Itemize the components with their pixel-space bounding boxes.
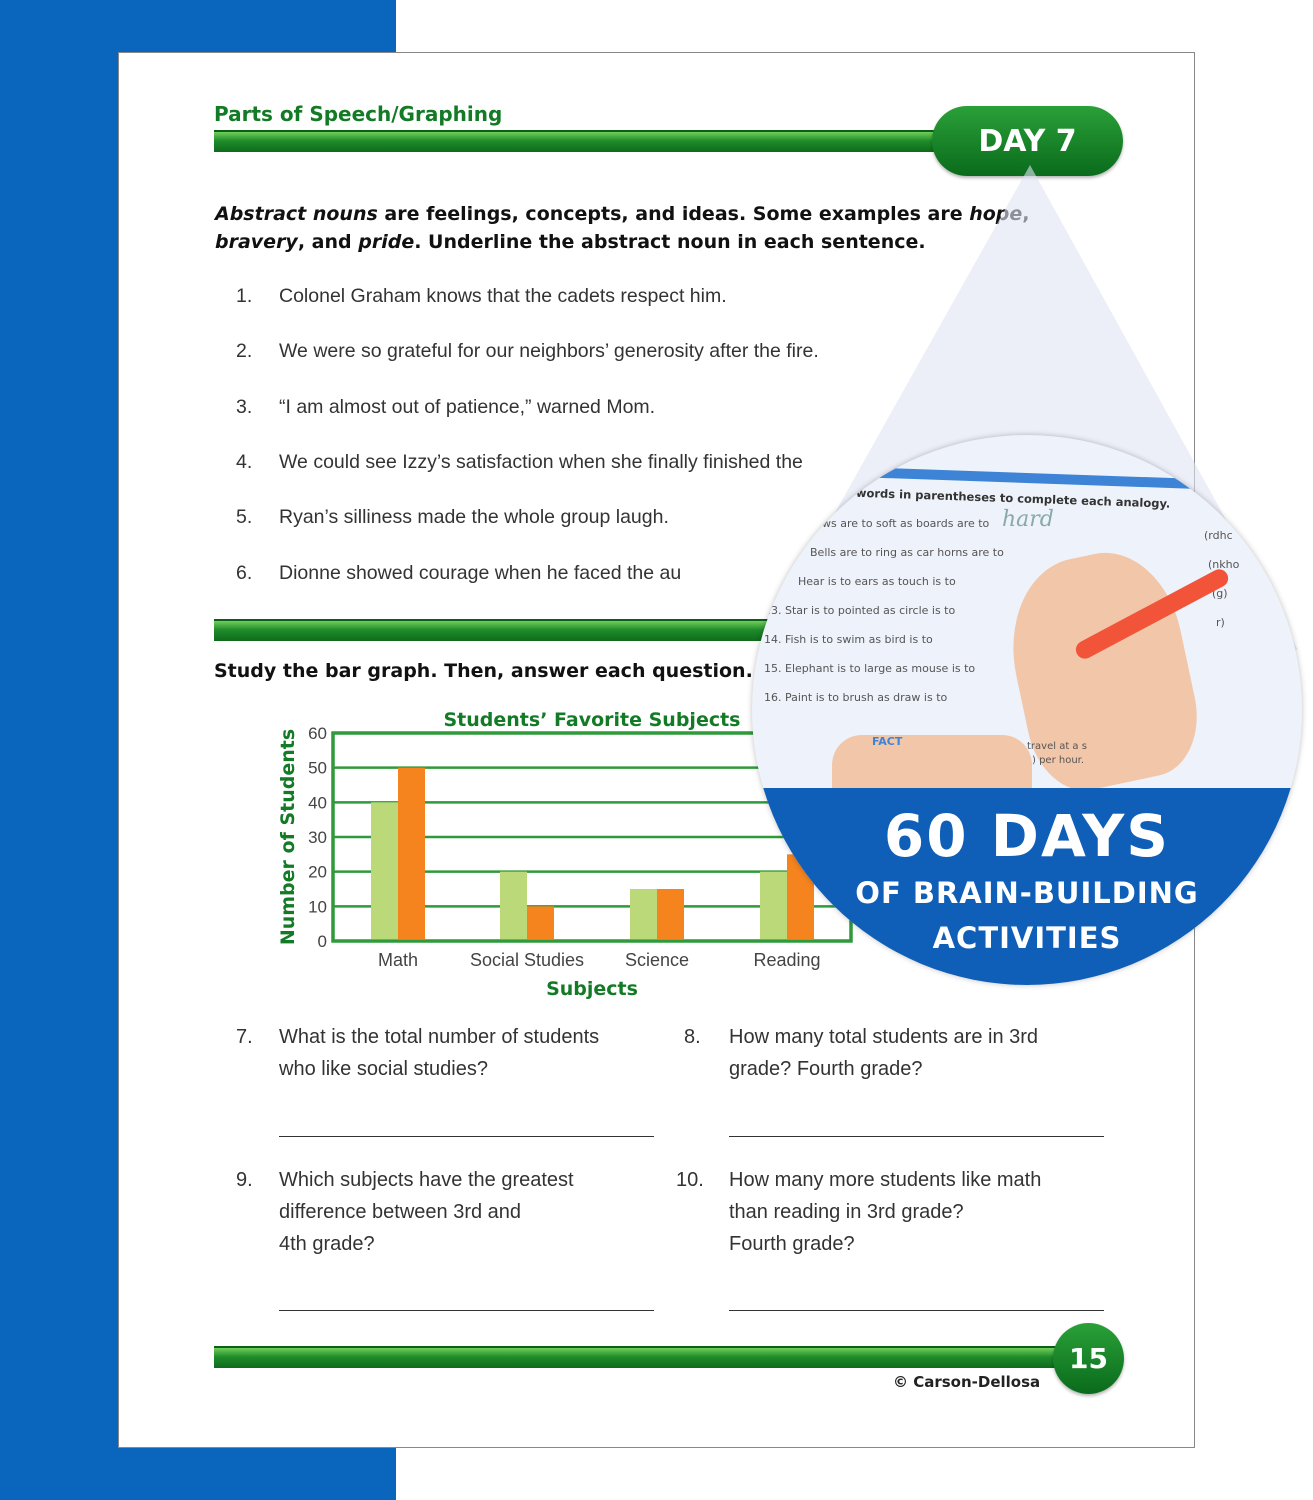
- inset-row: 14. Fish is to swim as bird is to: [764, 633, 933, 646]
- promo-banner: 60 DAYS OF BRAIN-BUILDING ACTIVITIES: [752, 788, 1302, 985]
- inset-row: 13. Star is to pointed as circle is to: [764, 604, 956, 617]
- y-tick-label: 60: [308, 724, 327, 743]
- question-text: How many total students are in 3rd: [729, 1026, 1039, 1048]
- header-rule: [214, 130, 954, 152]
- y-tick-label: 40: [308, 793, 327, 812]
- bar-math: [398, 767, 425, 939]
- question-number: 10.: [676, 1169, 704, 1191]
- sentence-number: 3.: [236, 395, 253, 418]
- y-tick-label: 50: [308, 759, 327, 778]
- question-text: How many more students like math: [729, 1169, 1042, 1191]
- question-number: 9.: [236, 1169, 253, 1191]
- inset-hint: (rdhc: [1204, 529, 1233, 542]
- inset-row: Bells are to ring as car horns are to: [810, 546, 1004, 559]
- sentence-text: We could see Izzy’s satisfaction when sh…: [279, 450, 803, 473]
- fact-label: FACT: [872, 735, 903, 748]
- inset-row: ws are to soft as boards are to: [822, 517, 990, 530]
- bar-social-studies: [527, 906, 554, 939]
- x-axis-label: Subjects: [546, 978, 638, 1000]
- answer-line[interactable]: [279, 1136, 654, 1137]
- answer-line[interactable]: [729, 1136, 1104, 1137]
- footer-rule: [214, 1346, 1074, 1368]
- answer-line[interactable]: [279, 1310, 654, 1311]
- middle-rule: [214, 619, 774, 641]
- instructions-graph: Study the bar graph. Then, answer each q…: [214, 660, 753, 682]
- question-text: who like social studies?: [279, 1058, 488, 1080]
- bar-science: [657, 889, 684, 939]
- inset-row: 16. Paint is to brush as draw is to: [764, 691, 948, 704]
- y-tick-label: 20: [308, 863, 327, 882]
- inset-hint: (g): [1212, 587, 1228, 600]
- question-number: 8.: [684, 1026, 701, 1048]
- y-tick-label: 10: [308, 897, 327, 916]
- day-badge: DAY 7: [932, 106, 1123, 176]
- handwriting: hard: [1002, 507, 1054, 532]
- fingers-image: [832, 735, 1032, 795]
- question-text: difference between 3rd and: [279, 1201, 522, 1223]
- sentence-text: Dionne showed courage when he faced the …: [279, 561, 682, 584]
- inset-hint: (nkho: [1208, 558, 1240, 571]
- sentence-number: 4.: [236, 450, 253, 473]
- sentence-text: Colonel Graham knows that the cadets res…: [279, 285, 727, 307]
- question-text: What is the total number of students: [279, 1026, 600, 1048]
- bar-social-studies: [500, 871, 527, 939]
- promo-line1: 60 DAYS: [883, 802, 1171, 870]
- y-tick-label: 0: [318, 932, 327, 951]
- bar-math: [371, 802, 398, 939]
- sentence-number: 2.: [236, 340, 253, 363]
- sentence-text: “I am almost out of patience,” warned Mo…: [279, 395, 656, 418]
- copyright: © Carson-Dellosa: [893, 1373, 1041, 1391]
- inset-hint: r): [1216, 616, 1225, 629]
- sentence-text: We were so grateful for our neighbors’ g…: [279, 340, 819, 363]
- answer-line[interactable]: [729, 1310, 1104, 1311]
- inset-row: 15. Elephant is to large as mouse is to: [764, 662, 976, 675]
- question-text: Which subjects have the greatest: [279, 1169, 574, 1191]
- question-number: 7.: [236, 1026, 253, 1048]
- sentence-number: 6.: [236, 561, 253, 584]
- section-title: Parts of Speech/Graphing: [214, 102, 503, 126]
- inset-row: Hear is to ears as touch is to: [798, 575, 956, 588]
- sentence-number: 5.: [236, 506, 253, 529]
- x-tick-label: Math: [378, 950, 418, 970]
- sentence-number: 1.: [236, 285, 253, 307]
- chart-title: Students’ Favorite Subjects: [444, 709, 741, 731]
- promo-magnifier: e words in parentheses to complete each …: [752, 435, 1302, 985]
- y-tick-label: 30: [308, 828, 327, 847]
- question-text: 4th grade?: [279, 1233, 375, 1255]
- question-text: Fourth grade?: [729, 1233, 855, 1255]
- promo-line3: ACTIVITIES: [932, 921, 1122, 955]
- instructions-abstract-nouns: Abstract nouns are feelings, concepts, a…: [215, 203, 1030, 253]
- x-tick-label: Social Studies: [470, 950, 584, 970]
- page-number: 15: [1053, 1323, 1124, 1394]
- x-tick-label: Science: [625, 950, 689, 970]
- y-axis-label: Number of Students: [277, 729, 299, 945]
- fact-text-2: ) per hour.: [1032, 755, 1085, 766]
- sentence-text: Ryan’s silliness made the whole group la…: [279, 506, 669, 529]
- promo-line2: OF BRAIN-BUILDING: [855, 876, 1199, 910]
- question-text: grade? Fourth grade?: [729, 1058, 923, 1080]
- fact-text: travel at a s: [1027, 741, 1087, 752]
- bar-science: [630, 889, 657, 939]
- question-text: than reading in 3rd grade?: [729, 1201, 964, 1223]
